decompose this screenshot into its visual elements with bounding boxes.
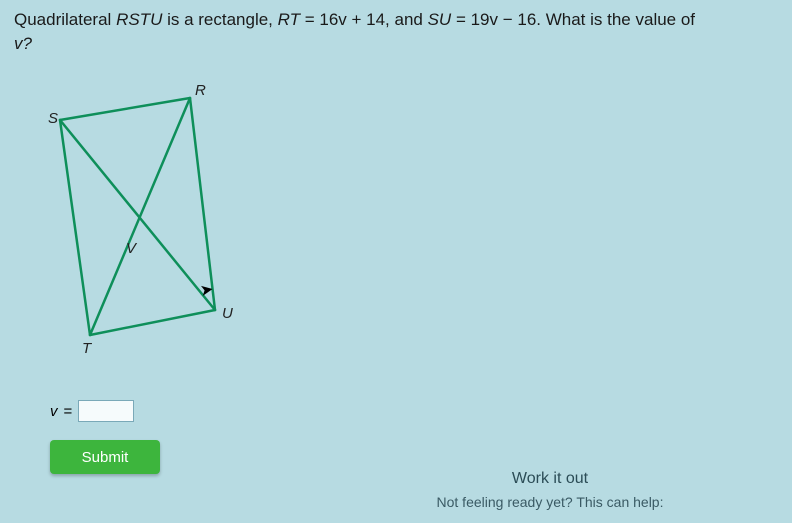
answer-row: v = (50, 400, 134, 422)
center-label-v: V (126, 240, 136, 257)
submit-button[interactable]: Submit (50, 440, 160, 474)
vertex-label-r: R (195, 82, 206, 99)
vertex-label-u: U (222, 305, 233, 322)
answer-var: v (50, 403, 58, 420)
question-prefix: Quadrilateral (14, 10, 116, 29)
help-subtitle: Not feeling ready yet? This can help: (350, 494, 750, 510)
diagram: S R U T V ➤ (40, 90, 260, 370)
help-title: Work it out (350, 470, 750, 488)
answer-equals: = (64, 403, 73, 420)
vertex-label-t: T (82, 340, 91, 357)
question-mid1: is a rectangle, (162, 10, 277, 29)
question-var: v? (14, 34, 32, 53)
vertex-label-s: S (48, 110, 58, 127)
eq1-lhs: RT (278, 10, 300, 29)
eq2-lhs: SU (428, 10, 452, 29)
help-area: Work it out Not feeling ready yet? This … (350, 470, 750, 510)
rectangle-svg (40, 90, 260, 370)
shape-name: RSTU (116, 10, 162, 29)
page-root: Quadrilateral RSTU is a rectangle, RT = … (0, 0, 792, 523)
eq2-text: = 19v − 16. What is the value of (451, 10, 695, 29)
question-text: Quadrilateral RSTU is a rectangle, RT = … (14, 8, 774, 56)
answer-input[interactable] (78, 400, 134, 422)
eq1-text: = 16v + 14, and (300, 10, 428, 29)
